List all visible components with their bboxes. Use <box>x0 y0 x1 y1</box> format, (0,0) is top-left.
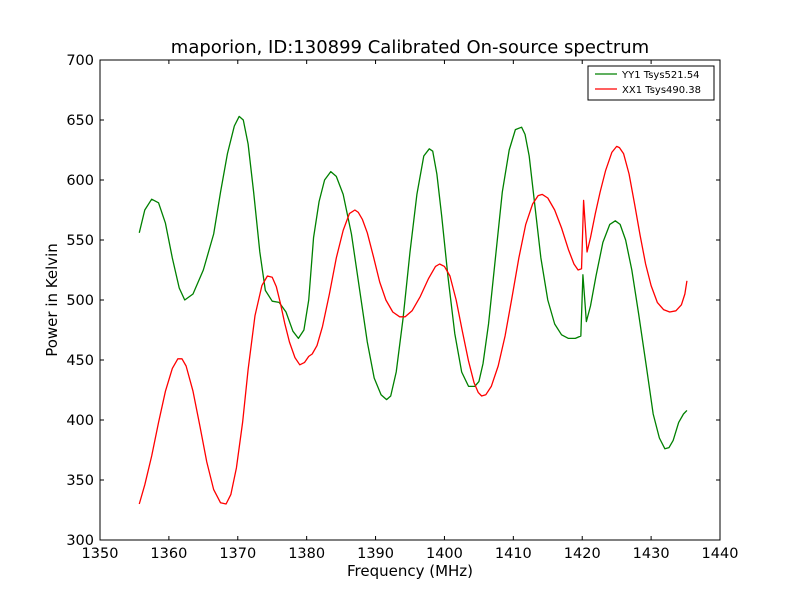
x-tick-label: 1360 <box>150 546 187 562</box>
plot-frame <box>99 59 721 541</box>
legend-label-xx1: XX1 Tsys490.38 <box>622 85 701 96</box>
x-tick-label: 1350 <box>82 546 119 562</box>
x-tick-label: 1390 <box>357 546 394 562</box>
y-tick-label: 500 <box>66 293 94 309</box>
y-tick-label: 450 <box>66 353 94 369</box>
series-line-0 <box>138 115 688 450</box>
y-tick-label: 700 <box>66 53 94 69</box>
x-tick-label: 1380 <box>288 546 325 562</box>
y-tick-label: 600 <box>66 173 94 189</box>
legend-box <box>587 65 715 101</box>
y-tick-label: 550 <box>66 233 94 249</box>
y-tick-label: 350 <box>66 473 94 489</box>
ticks-layer: 1350 1360 1370 1380 1390 1400 1410 1420 1430 1440… <box>66 53 738 562</box>
y-tick-label: 300 <box>66 533 94 549</box>
y-tick-label: 650 <box>66 113 94 129</box>
y-axis-label: Power in Kelvin <box>43 243 61 357</box>
chart-title: maporion, ID:130899 Calibrated On-source… <box>171 37 649 58</box>
x-tick-label: 1400 <box>426 546 463 562</box>
y-tick-label: 400 <box>66 413 94 429</box>
x-tick-label: 1430 <box>633 546 670 562</box>
x-tick-label: 1410 <box>495 546 532 562</box>
series-layer <box>138 115 688 505</box>
x-axis-label: Frequency (MHz) <box>347 562 473 580</box>
x-tick-label: 1440 <box>702 546 739 562</box>
plot-area <box>100 60 720 540</box>
legend-label-yy1: YY1 Tsys521.54 <box>621 70 700 81</box>
series-line-1 <box>138 145 688 505</box>
x-tick-label: 1370 <box>219 546 256 562</box>
legend: YY1 Tsys521.54 XX1 Tsys490.38 <box>587 65 715 101</box>
x-tick-label: 1420 <box>564 546 601 562</box>
